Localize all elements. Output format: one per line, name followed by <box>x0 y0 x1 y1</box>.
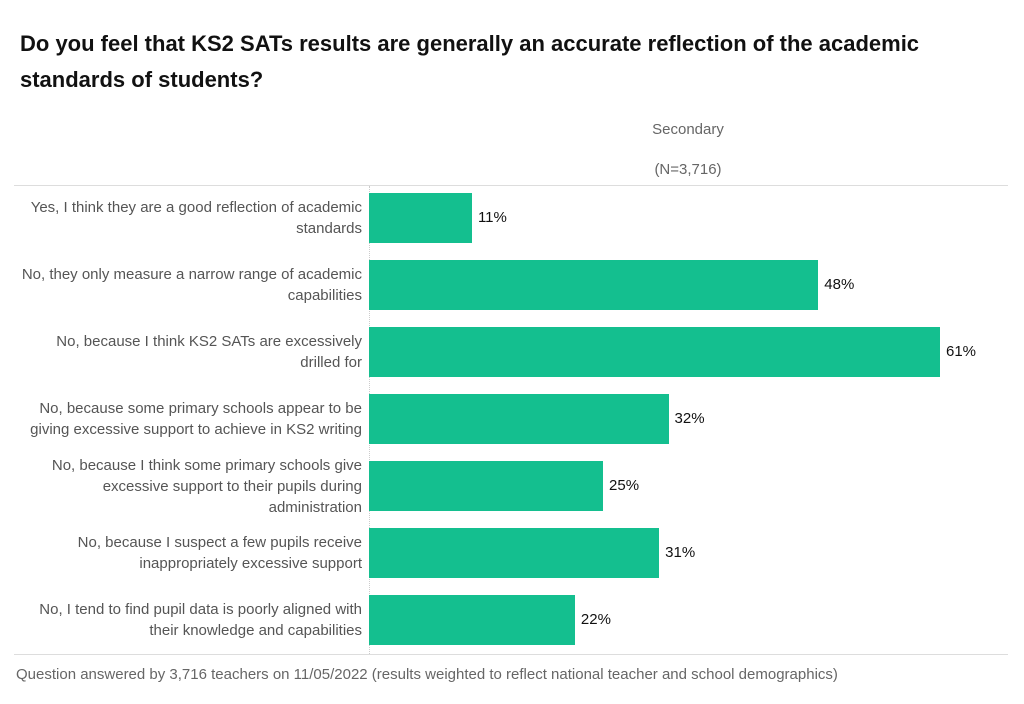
category-label: No, they only measure a narrow range of … <box>14 252 362 318</box>
bottom-divider <box>14 654 1008 655</box>
bar <box>369 461 604 511</box>
category-label-text: No, I tend to find pupil data is poorly … <box>39 601 362 639</box>
bar <box>369 327 940 377</box>
data-label: 61% <box>946 343 977 360</box>
data-label: 48% <box>824 276 855 293</box>
category-label-text: No, they only measure a narrow range of … <box>21 266 362 304</box>
data-label: 11% <box>477 209 507 226</box>
data-label: 32% <box>674 410 705 427</box>
bar <box>369 528 660 578</box>
category-label: No, because I think KS2 SATs are excessi… <box>14 319 362 385</box>
bar <box>369 193 472 243</box>
bar <box>369 394 669 444</box>
category-label: No, I tend to find pupil data is poorly … <box>14 587 362 653</box>
bar <box>369 595 575 645</box>
category-label: No, because some primary schools appear … <box>14 386 362 452</box>
category-label-text: No, because I think KS2 SATs are excessi… <box>56 333 362 371</box>
footnote: Question answered by 3,716 teachers on 1… <box>16 666 838 683</box>
category-label-text: No, because some primary schools appear … <box>30 400 362 438</box>
category-label: No, because I suspect a few pupils recei… <box>14 520 362 586</box>
data-label: 22% <box>580 611 611 628</box>
category-label-text: No, because I suspect a few pupils recei… <box>77 534 362 572</box>
category-label: No, because I think some primary schools… <box>14 453 362 519</box>
category-label: Yes, I think they are a good reflection … <box>14 185 362 251</box>
category-label-text: No, because I think some primary schools… <box>51 456 362 516</box>
data-label: 25% <box>609 477 640 494</box>
bar <box>369 260 819 310</box>
series-header: Secondary <box>652 121 724 138</box>
top-divider <box>14 185 1008 186</box>
series-subheader: (N=3,716) <box>654 161 722 178</box>
category-label-text: Yes, I think they are a good reflection … <box>30 199 362 237</box>
data-label: 31% <box>665 544 696 561</box>
chart-title: Do you feel that KS2 SATs results are ge… <box>20 31 920 92</box>
